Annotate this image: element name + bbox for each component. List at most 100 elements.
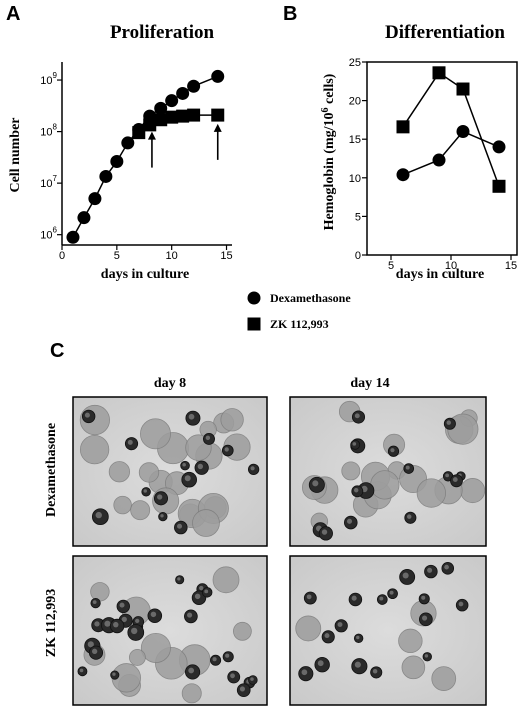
chart1-x-tick-label: 15 — [505, 260, 517, 272]
data-point-dexamethasone — [211, 69, 225, 83]
dark-cell-nucleus — [239, 686, 246, 692]
cells-zk-day14 — [295, 562, 469, 691]
legend: Dexamethasone ZK 112,993 — [247, 291, 351, 331]
data-point-zk-112-993 — [432, 66, 446, 80]
data-point-dexamethasone — [456, 124, 470, 138]
dark-cell-nucleus — [150, 611, 157, 618]
dark-cell-nucleus — [184, 475, 191, 482]
dark-cell-nucleus — [452, 477, 458, 482]
legend-marker-dexamethasone — [247, 291, 261, 305]
dark-cell-nucleus — [204, 589, 209, 594]
dark-cell-nucleus — [390, 448, 395, 453]
dark-cell-nucleus — [113, 621, 119, 628]
data-point-zk-112-993 — [187, 108, 201, 122]
photo-row-label-dexamethasone: Dexamethasone — [44, 423, 59, 517]
light-cell — [398, 628, 423, 654]
data-point-dexamethasone — [165, 94, 179, 108]
light-cell — [401, 655, 426, 680]
photo-column-label-day8: day 8 — [154, 376, 186, 391]
dark-cell-nucleus — [421, 615, 428, 621]
light-cell — [212, 566, 240, 594]
proliferation-y-label: Cell number — [8, 117, 23, 192]
data-point-zk-112-993 — [492, 179, 506, 193]
series-line-dexamethasone — [72, 75, 218, 238]
dark-cell-nucleus — [353, 488, 359, 493]
light-cell — [128, 649, 146, 666]
dark-cell-nucleus — [458, 601, 464, 607]
micrograph-zk-day8 — [72, 555, 268, 706]
dark-cell-nucleus — [407, 514, 412, 519]
light-cell — [138, 462, 160, 483]
light-cell — [181, 683, 202, 704]
proliferation-x-label: days in culture — [101, 267, 189, 282]
photo-column-label-day14: day 14 — [350, 376, 389, 391]
dark-cell-nucleus — [112, 672, 116, 676]
series-line-zk-112-993 — [402, 71, 500, 187]
data-point-dexamethasone — [187, 79, 201, 93]
light-cell — [90, 582, 110, 602]
data-point-dexamethasone — [77, 211, 91, 225]
data-point-zk-112-993 — [396, 120, 410, 134]
chart0-x-tick-label: 5 — [114, 250, 120, 262]
cells-dex-day14 — [301, 400, 486, 541]
dark-cell-nucleus — [230, 673, 235, 679]
dark-cell-nucleus — [372, 669, 378, 674]
photo-row-label-zk: ZK 112,993 — [44, 589, 59, 657]
light-cell — [416, 478, 447, 508]
light-cell — [113, 495, 132, 515]
dark-cell-nucleus — [402, 572, 409, 579]
dark-cell-nucleus — [119, 602, 125, 608]
dark-cell-nucleus — [199, 585, 204, 591]
light-cell — [232, 621, 252, 641]
chart0-x-tick-label: 15 — [220, 250, 232, 262]
legend-label-dexamethasone: Dexamethasone — [270, 291, 351, 305]
dark-cell-nucleus — [176, 523, 183, 529]
dark-cell-nucleus — [224, 447, 229, 452]
dark-cell-nucleus — [306, 594, 312, 600]
differentiation-y-label: Hemoglobin (mg/106 cells) — [320, 73, 337, 230]
data-point-dexamethasone — [88, 192, 102, 206]
light-cell — [108, 461, 131, 483]
data-point-dexamethasone — [396, 168, 410, 182]
data-point-dexamethasone — [66, 230, 80, 244]
dark-cell-nucleus — [389, 590, 394, 595]
dark-cell-nucleus — [127, 439, 133, 445]
dark-cell-nucleus — [91, 648, 98, 655]
dark-cell-nucleus — [354, 413, 360, 419]
chart1-y-tick-label: 0 — [355, 250, 361, 262]
differentiation-chart: Hemoglobin (mg/106 cells) days in cultur… — [320, 57, 518, 282]
legend-label-zk: ZK 112,993 — [270, 317, 329, 331]
dark-cell-nucleus — [356, 635, 360, 640]
cells-zk-day8 — [77, 566, 258, 704]
data-point-zk-112-993 — [176, 109, 190, 123]
dark-cell-nucleus — [188, 413, 195, 420]
dark-cell-nucleus — [427, 567, 433, 573]
dark-cell-nucleus — [84, 412, 90, 418]
dark-cell-nucleus — [424, 654, 429, 658]
proliferation-chart: Cell number days in culture 0 5 10 15 106 107… — [8, 62, 233, 282]
chart0-y-tick-label: 109 — [40, 71, 57, 87]
series-line-dexamethasone — [402, 130, 500, 176]
chart0-x-tick-label: 0 — [59, 250, 65, 262]
dark-cell-nucleus — [317, 660, 324, 667]
light-cell — [130, 500, 151, 521]
differentiation-x-label: days in culture — [396, 267, 484, 282]
legend-marker-zk — [247, 317, 261, 331]
light-cell — [341, 461, 361, 481]
light-cell — [79, 435, 110, 465]
dark-cell-nucleus — [250, 466, 255, 471]
dark-cell-nucleus — [301, 669, 308, 676]
chart0-y-tick-label: 108 — [40, 123, 57, 139]
dark-cell-nucleus — [405, 465, 410, 470]
cells-dex-day8 — [79, 404, 260, 537]
dark-cell-nucleus — [87, 641, 94, 648]
panel-c-letter: C — [50, 340, 64, 362]
panel-a-letter: A — [6, 3, 20, 25]
panel-b-letter: B — [283, 3, 297, 25]
data-point-dexamethasone — [121, 136, 135, 150]
data-point-dexamethasone — [99, 169, 113, 183]
light-cell — [140, 418, 171, 450]
dark-cell-nucleus — [160, 514, 164, 518]
dark-cell-nucleus — [324, 633, 330, 639]
dark-cell-nucleus — [346, 518, 353, 524]
